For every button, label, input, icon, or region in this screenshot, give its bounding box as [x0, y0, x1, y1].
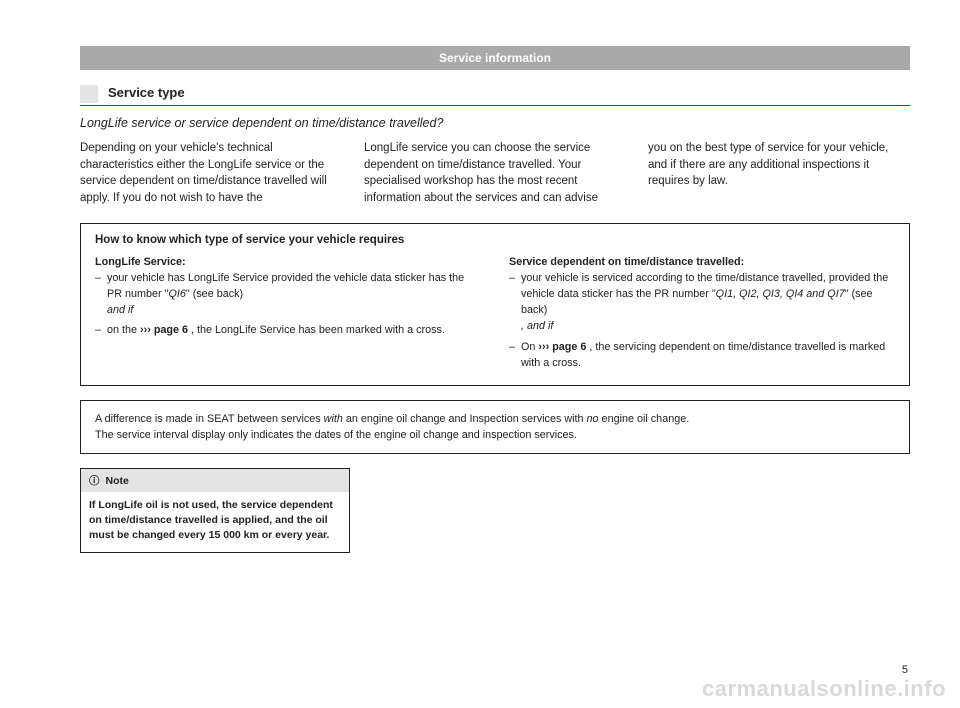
note-body: If LongLife oil is not used, the service…: [81, 492, 349, 552]
body-col-3: you on the best type of service for your…: [648, 140, 910, 207]
oil-change-box: A difference is made in SEAT between ser…: [80, 400, 910, 454]
section-title-bar: Service type: [80, 82, 910, 106]
service-type-box: How to know which type of service your v…: [80, 223, 910, 386]
page-ref-icon: ››› page 6: [538, 341, 586, 353]
body-col-2: LongLife service you can choose the serv…: [364, 140, 626, 207]
header-bar: Service information: [80, 46, 910, 70]
subtitle: LongLife service or service dependent on…: [80, 116, 910, 130]
box1-right-item1: – your vehicle is serviced according to …: [509, 270, 895, 335]
page-number: 5: [902, 664, 908, 676]
box2-line1: A difference is made in SEAT between ser…: [95, 411, 895, 427]
box1-left-item2: – on the ››› page 6 , the LongLife Servi…: [95, 322, 481, 338]
info-icon: ⓘ: [89, 473, 100, 488]
note-label: Note: [106, 475, 129, 487]
box2-line2: The service interval display only indica…: [95, 427, 895, 443]
note-box: ⓘ Note If LongLife oil is not used, the …: [80, 468, 350, 553]
box1-right: Service dependent on time/distance trave…: [509, 254, 895, 375]
body-columns: Depending on your vehicle's technical ch…: [80, 140, 910, 207]
box1-right-heading: Service dependent on time/distance trave…: [509, 254, 895, 270]
note-head: ⓘ Note: [81, 469, 349, 492]
body-col-1: Depending on your vehicle's technical ch…: [80, 140, 342, 207]
page-ref-icon: ››› page 6: [140, 324, 188, 336]
box1-left-item1: – your vehicle has LongLife Service prov…: [95, 270, 481, 319]
section-title: Service type: [108, 82, 185, 105]
page: Service information Service type LongLif…: [0, 0, 960, 708]
box1-left: LongLife Service: – your vehicle has Lon…: [95, 254, 481, 375]
box1-left-heading: LongLife Service:: [95, 254, 481, 270]
section-accent: [80, 85, 98, 103]
watermark: carmanualsonline.info: [702, 676, 946, 702]
header-title: Service information: [439, 51, 551, 65]
box1-columns: LongLife Service: – your vehicle has Lon…: [95, 254, 895, 375]
box1-right-item2: – On ››› page 6 , the servicing dependen…: [509, 339, 895, 371]
box1-title: How to know which type of service your v…: [95, 234, 895, 246]
